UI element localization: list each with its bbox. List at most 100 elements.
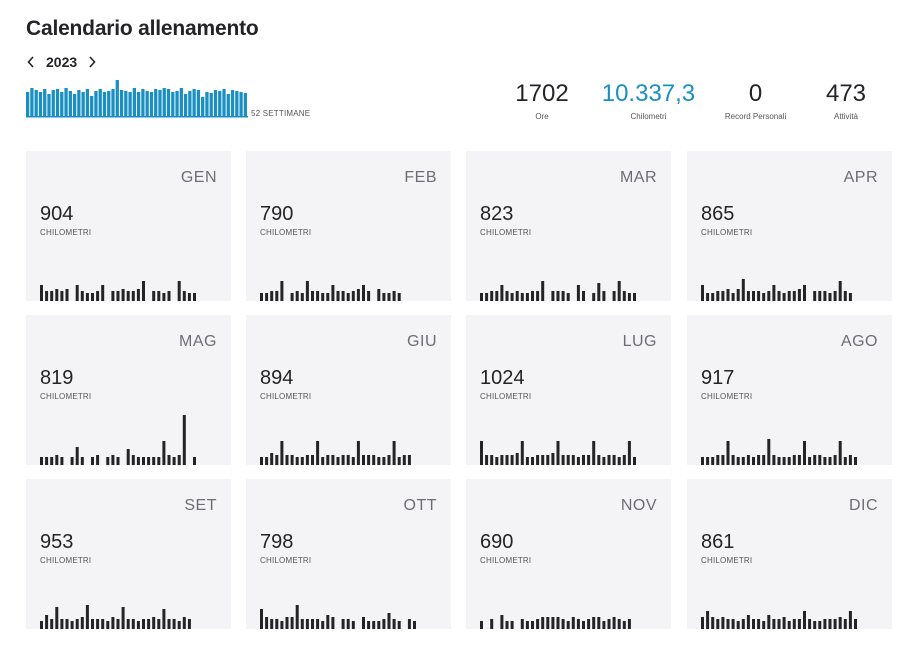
day-bar[interactable]: [633, 293, 636, 301]
day-bar[interactable]: [351, 291, 355, 301]
month-card-lug[interactable]: LUG 1024 CHILOMETRI: [466, 315, 671, 465]
day-bar[interactable]: [392, 291, 396, 301]
day-bar[interactable]: [136, 457, 140, 465]
day-bar[interactable]: [50, 619, 54, 629]
day-bar[interactable]: [787, 291, 791, 301]
day-bar[interactable]: [341, 619, 345, 629]
day-bar[interactable]: [96, 291, 100, 301]
day-bar[interactable]: [520, 293, 524, 301]
day-bar[interactable]: [762, 621, 766, 629]
day-bar[interactable]: [561, 619, 565, 629]
week-bar[interactable]: [128, 92, 132, 116]
day-bar[interactable]: [275, 455, 279, 465]
day-bar[interactable]: [582, 291, 585, 301]
day-bar[interactable]: [500, 455, 504, 465]
day-bar[interactable]: [96, 455, 100, 465]
day-bar[interactable]: [326, 615, 330, 629]
day-bar[interactable]: [356, 441, 360, 465]
week-bar[interactable]: [77, 90, 81, 116]
day-bar[interactable]: [551, 291, 555, 301]
week-bar[interactable]: [47, 94, 51, 116]
day-bar[interactable]: [111, 617, 115, 629]
day-bar[interactable]: [136, 289, 140, 301]
day-bar[interactable]: [413, 621, 416, 629]
day-bar[interactable]: [270, 453, 274, 465]
day-bar[interactable]: [106, 457, 110, 465]
week-bar[interactable]: [162, 88, 166, 116]
day-bar[interactable]: [480, 621, 483, 629]
day-bar[interactable]: [576, 285, 580, 301]
day-bar[interactable]: [80, 457, 84, 465]
week-bar[interactable]: [239, 92, 243, 116]
week-bar[interactable]: [141, 89, 145, 116]
day-bar[interactable]: [772, 455, 776, 465]
day-bar[interactable]: [597, 617, 601, 629]
week-bar[interactable]: [218, 91, 222, 116]
day-bar[interactable]: [757, 291, 761, 301]
day-bar[interactable]: [607, 619, 611, 629]
day-bar[interactable]: [627, 619, 631, 629]
day-bar[interactable]: [182, 617, 186, 629]
day-bar[interactable]: [55, 455, 59, 465]
day-bar[interactable]: [387, 455, 391, 465]
day-bar[interactable]: [731, 619, 735, 629]
day-bar[interactable]: [407, 455, 411, 465]
month-card-feb[interactable]: FEB 790 CHILOMETRI: [246, 151, 451, 301]
day-bar[interactable]: [377, 289, 381, 301]
day-bar[interactable]: [336, 457, 340, 465]
day-bar[interactable]: [60, 291, 64, 301]
week-bar[interactable]: [85, 89, 90, 116]
day-bar[interactable]: [397, 293, 401, 301]
day-bar[interactable]: [515, 291, 519, 301]
day-bar[interactable]: [627, 293, 631, 301]
day-bar[interactable]: [592, 293, 596, 301]
day-bar[interactable]: [587, 455, 591, 465]
day-bar[interactable]: [741, 457, 745, 465]
day-bar[interactable]: [797, 289, 801, 301]
week-bar[interactable]: [166, 89, 171, 116]
day-bar[interactable]: [571, 617, 575, 629]
month-card-giu[interactable]: GIU 894 CHILOMETRI: [246, 315, 451, 465]
day-bar[interactable]: [275, 291, 279, 301]
day-bar[interactable]: [397, 621, 401, 629]
day-bar[interactable]: [300, 293, 304, 301]
chevron-right-icon[interactable]: [85, 54, 99, 70]
week-bar[interactable]: [243, 93, 247, 116]
day-bar[interactable]: [546, 455, 550, 465]
day-bar[interactable]: [495, 457, 499, 465]
day-bar[interactable]: [838, 281, 842, 301]
day-bar[interactable]: [787, 457, 791, 465]
day-bar[interactable]: [316, 441, 320, 465]
day-bar[interactable]: [275, 619, 279, 629]
week-bar[interactable]: [149, 92, 154, 116]
day-bar[interactable]: [85, 293, 89, 301]
day-bar[interactable]: [736, 621, 740, 629]
day-bar[interactable]: [111, 455, 115, 465]
day-bar[interactable]: [280, 621, 284, 629]
day-bar[interactable]: [813, 621, 817, 629]
day-bar[interactable]: [305, 619, 309, 629]
day-bar[interactable]: [716, 619, 720, 629]
day-bar[interactable]: [326, 455, 330, 465]
day-bar[interactable]: [367, 455, 371, 465]
day-bar[interactable]: [525, 293, 529, 301]
day-bar[interactable]: [60, 457, 64, 465]
week-bar[interactable]: [81, 92, 85, 116]
day-bar[interactable]: [561, 291, 565, 301]
day-bar[interactable]: [131, 619, 135, 629]
day-bar[interactable]: [782, 293, 786, 301]
day-bar[interactable]: [147, 457, 151, 465]
day-bar[interactable]: [746, 291, 750, 301]
day-bar[interactable]: [536, 455, 540, 465]
day-bar[interactable]: [167, 619, 171, 629]
day-bar[interactable]: [321, 457, 325, 465]
day-bar[interactable]: [311, 619, 314, 629]
day-bar[interactable]: [711, 617, 715, 629]
day-bar[interactable]: [341, 291, 345, 301]
month-card-ott[interactable]: OTT 798 CHILOMETRI: [246, 479, 451, 629]
day-bar[interactable]: [525, 621, 529, 629]
day-bar[interactable]: [182, 415, 186, 465]
week-bar[interactable]: [145, 91, 149, 116]
day-bar[interactable]: [311, 455, 314, 465]
day-bar[interactable]: [295, 291, 299, 301]
